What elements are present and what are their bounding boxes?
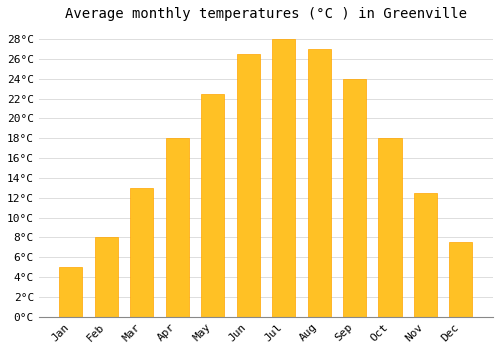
Title: Average monthly temperatures (°C ) in Greenville: Average monthly temperatures (°C ) in Gr…: [65, 7, 467, 21]
Bar: [378, 138, 402, 317]
Bar: [236, 54, 260, 317]
Bar: [130, 188, 154, 317]
Bar: [343, 79, 366, 317]
Bar: [414, 193, 437, 317]
Bar: [201, 93, 224, 317]
Bar: [166, 138, 189, 317]
Bar: [450, 243, 472, 317]
Bar: [60, 267, 82, 317]
Bar: [272, 39, 295, 317]
Bar: [308, 49, 330, 317]
Bar: [95, 237, 118, 317]
